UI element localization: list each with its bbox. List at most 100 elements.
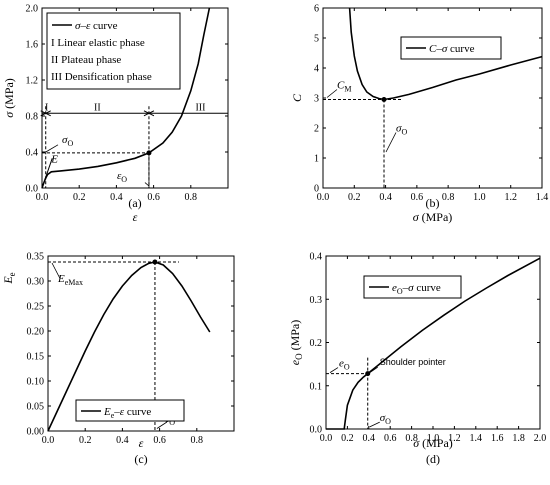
legend-entry: III Densification phase	[51, 71, 152, 83]
x-tick-label: 1.0	[427, 433, 440, 444]
annotation-sigma-o: σO	[62, 134, 73, 148]
x-tick-label: 0.2	[341, 433, 354, 444]
y-axis-label: Ee	[1, 272, 17, 284]
panel-caption: (a)	[128, 196, 141, 210]
panel-c: 0.0 0.2 0.4 0.6 0.8 0.00 0.05 0.10 0.15 0.20 0.25 0…	[1, 252, 235, 466]
panel-b: 0.0 0.2 0.4 0.6 0.8 1.0 1.2 1.4 0 1 2 3 4 5 6 (b)σ (MPa…	[290, 4, 548, 225]
x-tick-label: 0.0	[320, 433, 333, 444]
y-tick-label: 0	[314, 184, 319, 195]
y-tick-label: 0.15	[27, 352, 45, 363]
leader-shoulder	[369, 366, 378, 373]
x-tick-label: 1.2	[504, 192, 517, 203]
y-tick-label: 0.4	[26, 148, 39, 159]
plot-frame	[322, 7, 543, 189]
annotation-eps-o: εO	[117, 170, 127, 184]
x-tick-label: 0.4	[379, 192, 392, 203]
legend-entry: II Plateau phase	[51, 54, 121, 66]
x-tick-label: 0.8	[185, 192, 198, 203]
y-tick-label: 0.8	[26, 112, 39, 123]
x-tick-label: 0.0	[42, 435, 55, 446]
legend-box	[75, 399, 185, 422]
y-tick-label: 1.2	[26, 76, 39, 87]
annotation-sigma-o: σO	[380, 412, 391, 426]
legend-box	[363, 275, 462, 299]
leader-ee-max	[51, 262, 61, 279]
legend-entry: I Linear elastic phase	[51, 37, 145, 49]
legend-box	[400, 36, 502, 60]
arrow-head	[44, 110, 51, 117]
series-line	[41, 7, 211, 189]
legend-entry: eO–σ curve	[392, 282, 441, 296]
y-tick-label: 0.1	[310, 381, 323, 392]
phase-label-iii: III	[195, 102, 205, 113]
x-tick-label: 0.4	[116, 435, 129, 446]
elastic-modulus-line	[41, 158, 53, 189]
min-point	[381, 97, 387, 102]
y-tick-label: 0.10	[27, 377, 45, 388]
x-tick-label: 0.8	[405, 433, 418, 444]
arrow-head	[147, 110, 155, 117]
x-tick-label: 1.4	[470, 433, 483, 444]
x-tick-label: 0.6	[411, 192, 424, 203]
annotation-ee-max: EeMax	[57, 273, 83, 287]
y-tick-label: 0.00	[27, 427, 45, 438]
panel-caption: (d)	[426, 452, 440, 466]
x-tick-label: 1.2	[448, 433, 461, 444]
x-tick-label: 1.4	[536, 192, 549, 203]
y-tick-label: 1	[314, 154, 319, 165]
max-point	[152, 259, 158, 265]
legend: Ee–ε curve	[75, 399, 185, 422]
x-axis-label: σ (MPa)	[413, 210, 453, 224]
y-tick-label: 0.20	[27, 327, 45, 338]
y-tick-label: 4	[314, 64, 319, 75]
plot-frame	[47, 255, 235, 432]
annotation-shoulder-pointer: Shoulder pointer	[380, 357, 446, 367]
x-tick-label: 2.0	[534, 433, 547, 444]
annotation-e-o: eO	[339, 357, 350, 371]
phase-label-i: I	[45, 102, 48, 113]
panel-caption: (b)	[426, 196, 440, 210]
leader-sigma-o	[385, 132, 397, 153]
annotation-e: E	[50, 153, 58, 165]
x-tick-label: 0.8	[442, 192, 455, 203]
y-tick-label: 0.0	[310, 425, 323, 436]
y-tick-label: 5	[314, 34, 319, 45]
leader-sigma-o	[369, 421, 380, 428]
legend: eO–σ curve	[363, 275, 462, 299]
annotation-c-m: CM	[337, 80, 351, 94]
y-axis-label: C	[290, 93, 304, 102]
x-tick-label: 1.8	[512, 433, 525, 444]
legend-entry: σ–ε curve	[75, 20, 118, 32]
legend-entry: Ee–ε curve	[103, 406, 151, 420]
x-axis-label: ε	[139, 436, 144, 450]
x-tick-label: 0.6	[153, 435, 166, 446]
y-tick-label: 1.6	[26, 40, 39, 51]
leader-c-m	[326, 89, 338, 98]
x-axis-label: σ (MPa)	[413, 436, 453, 450]
leader-e-o	[329, 367, 339, 373]
y-tick-label: 0.30	[27, 277, 45, 288]
x-tick-label: 0.6	[147, 192, 160, 203]
y-axis-label: σ (MPa)	[2, 78, 16, 118]
x-tick-label: 0.0	[36, 192, 49, 203]
y-tick-label: 2.0	[26, 4, 39, 15]
y-tick-label: 0.3	[310, 295, 323, 306]
y-tick-label: 0.0	[26, 184, 39, 195]
leader-sigma-o	[45, 144, 59, 153]
y-tick-label: 0.4	[310, 252, 323, 263]
panel-d: 0.0 0.2 0.4 0.6 0.8 1.0 1.2 1.4 1.6 1.8 2.0 0.0 0.1 0…	[288, 252, 546, 467]
x-tick-label: 0.4	[363, 433, 376, 444]
y-tick-label: 3	[314, 94, 319, 105]
y-tick-label: 0.2	[310, 338, 323, 349]
x-tick-label: 0.2	[348, 192, 361, 203]
y-tick-label: 0.05	[27, 402, 45, 413]
x-axis-label: ε	[133, 210, 138, 224]
point-o	[146, 150, 152, 156]
panel-caption: (c)	[134, 452, 147, 466]
y-tick-label: 2	[314, 124, 319, 135]
leader-eps-o	[156, 421, 168, 429]
x-tick-label: 0.0	[317, 192, 330, 203]
shoulder-point	[365, 371, 371, 377]
x-tick-label: 0.2	[73, 192, 86, 203]
